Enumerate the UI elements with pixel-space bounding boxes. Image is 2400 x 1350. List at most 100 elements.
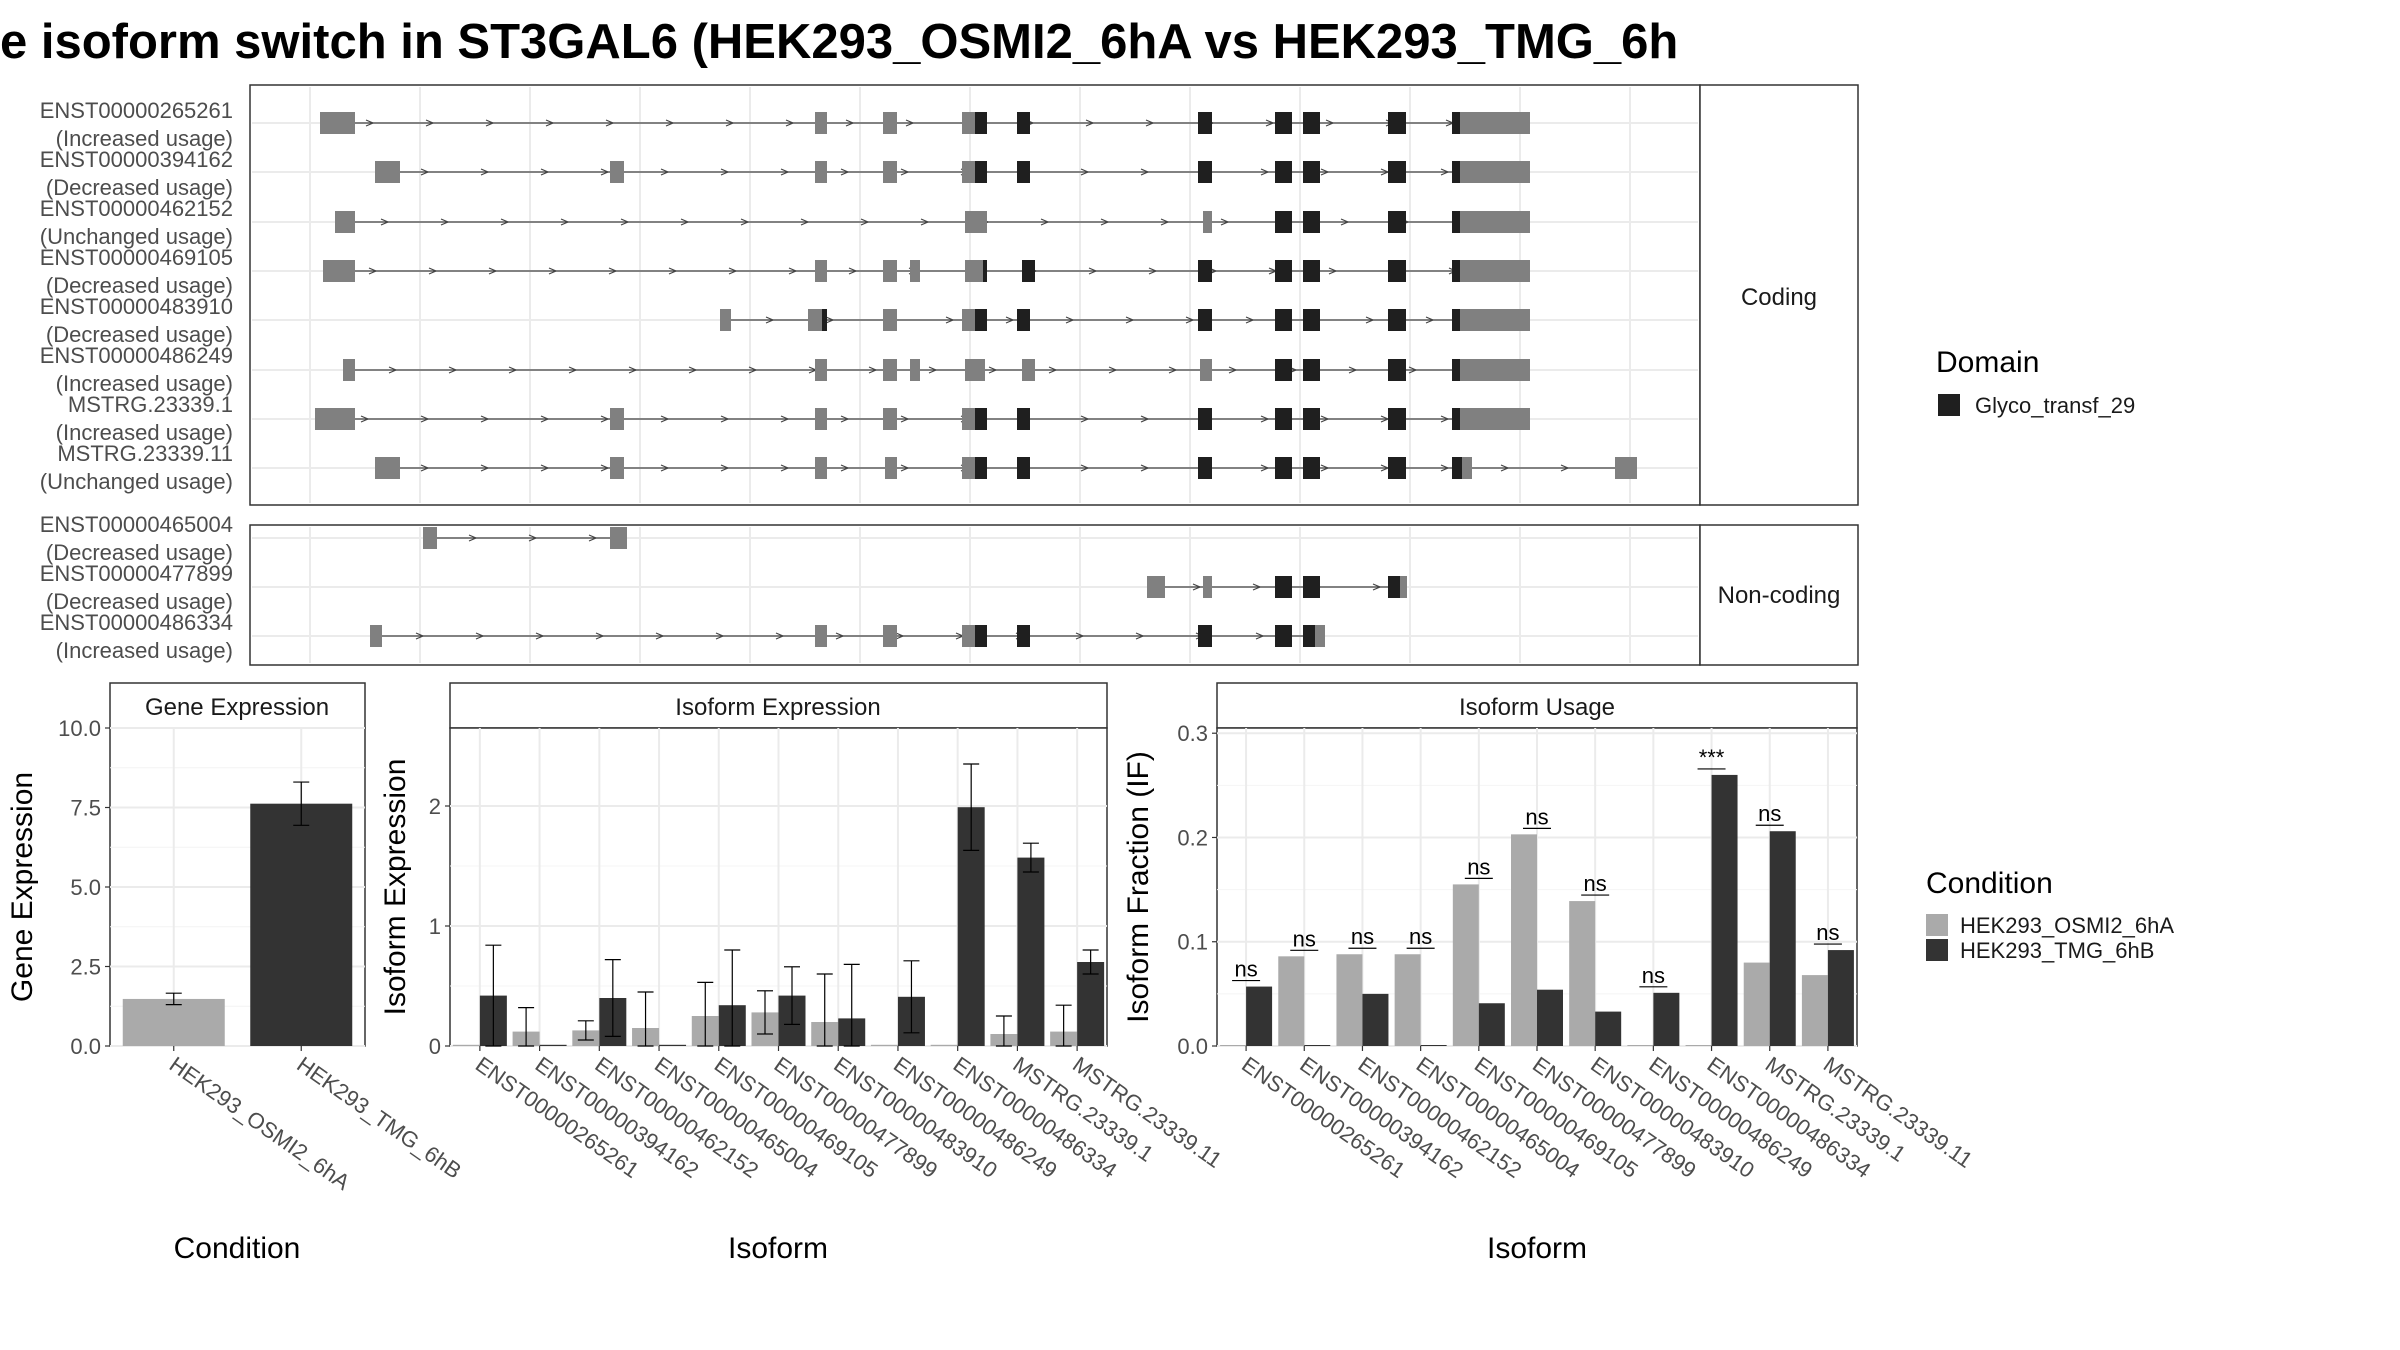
strand-arrow xyxy=(900,168,910,176)
exon xyxy=(1468,359,1530,381)
isoform-usage-chart: Isoform Usage 0.0 0.1 0.2 0.3 ns ns ns ns ns ns ns… xyxy=(1122,682,1977,1265)
domain-exon xyxy=(1303,408,1320,430)
domain-exon xyxy=(1275,359,1292,381)
strand-arrow xyxy=(1005,316,1015,324)
domain-exon xyxy=(1388,408,1406,430)
domain-exon xyxy=(1198,408,1212,430)
transcript-track xyxy=(375,457,1637,479)
exon xyxy=(962,408,975,430)
exon xyxy=(1468,161,1530,183)
strand-arrow xyxy=(535,632,545,640)
strand-arrow xyxy=(688,366,698,374)
strand-arrow xyxy=(540,168,550,176)
track-status: (Decreased usage) xyxy=(46,175,233,200)
domain-exon xyxy=(1275,309,1292,331)
exon xyxy=(423,527,437,549)
significance-label: ns xyxy=(1293,926,1316,951)
strand-arrow xyxy=(1085,119,1095,127)
exon xyxy=(1460,112,1468,134)
track-id: ENST00000462152 xyxy=(40,196,233,221)
exon xyxy=(1147,576,1165,598)
strand-arrow xyxy=(480,464,490,472)
strand-arrow xyxy=(765,316,775,324)
transcript-structure: Coding Non-coding ENST00000265261 (Incre… xyxy=(40,84,1859,666)
domain-exon xyxy=(975,161,987,183)
strand-arrow xyxy=(1252,583,1262,591)
exon xyxy=(1468,408,1530,430)
exon xyxy=(815,161,827,183)
exon xyxy=(815,112,827,134)
transcript-tracks xyxy=(315,112,1637,647)
exon xyxy=(883,625,897,647)
domain-exon xyxy=(1303,309,1320,331)
strand-arrow xyxy=(380,218,390,226)
y-tick-label: 0.0 xyxy=(70,1034,101,1059)
strand-arrow xyxy=(1340,218,1350,226)
exon xyxy=(965,211,987,233)
domain-exon xyxy=(1303,625,1315,647)
chart-title: Isoform Usage xyxy=(1459,694,1615,721)
domain-exon xyxy=(1452,112,1460,134)
strand-arrow xyxy=(1065,316,1075,324)
strand-arrow xyxy=(1185,316,1195,324)
y-tick-label: 2.5 xyxy=(70,955,101,980)
strand-arrow xyxy=(1108,366,1118,374)
domain-legend-label: Glyco_transf_29 xyxy=(1975,393,2135,418)
strand-arrow xyxy=(595,632,605,640)
y-tick-label: 0.2 xyxy=(1177,825,1208,850)
strand-arrow xyxy=(365,119,375,127)
exon xyxy=(883,359,897,381)
strand-arrow xyxy=(680,218,690,226)
exon xyxy=(883,408,897,430)
strand-arrow xyxy=(425,119,435,127)
track-id: ENST00000486249 xyxy=(40,343,233,368)
domain-exon xyxy=(1452,359,1460,381)
strand-arrow xyxy=(1048,366,1058,374)
strand-arrow xyxy=(660,415,670,423)
domain-exon xyxy=(983,260,987,282)
bar xyxy=(539,1044,567,1046)
bar xyxy=(1511,834,1537,1046)
strand-arrow xyxy=(1140,415,1150,423)
exon xyxy=(815,408,827,430)
strand-arrow xyxy=(1408,366,1418,374)
strand-arrow xyxy=(780,415,790,423)
bar xyxy=(250,803,353,1046)
y-tick-label: 7.5 xyxy=(70,796,101,821)
track-status: (Increased usage) xyxy=(56,371,233,396)
domain-exon xyxy=(1388,112,1406,134)
y-tick-label: 0.3 xyxy=(1177,721,1208,746)
exon xyxy=(610,408,624,430)
exon xyxy=(610,457,624,479)
domain-exon xyxy=(1388,211,1406,233)
y-tick-label: 0.1 xyxy=(1177,930,1208,955)
exon xyxy=(1460,309,1468,331)
strand-arrow xyxy=(825,316,835,324)
strand-arrow xyxy=(628,366,638,374)
exon xyxy=(1460,211,1468,233)
track-labels: ENST00000265261 (Increased usage) ENST00… xyxy=(40,98,233,663)
domain-exon xyxy=(975,408,987,430)
strand-arrow xyxy=(1260,415,1270,423)
strand-arrow xyxy=(1425,316,1435,324)
domain-exon xyxy=(1388,576,1400,598)
bar xyxy=(1627,1045,1654,1046)
strand-arrow xyxy=(1325,119,1335,127)
exon xyxy=(1468,112,1530,134)
transcript-track xyxy=(375,161,1530,183)
isoform-expression-chart: Isoform Expression 012ENST00000265261ENS… xyxy=(379,682,1227,1265)
strand-arrow xyxy=(1080,415,1090,423)
domain-exon xyxy=(1017,457,1030,479)
strand-arrow xyxy=(895,632,905,640)
transcript-track xyxy=(320,112,1530,134)
domain-exon xyxy=(1198,457,1212,479)
bar xyxy=(1537,989,1563,1046)
exon xyxy=(1468,309,1530,331)
exon xyxy=(965,260,983,282)
bar xyxy=(1769,831,1796,1046)
exon xyxy=(343,359,355,381)
strand-arrow xyxy=(1440,464,1450,472)
bar xyxy=(452,1044,480,1046)
track-id: ENST00000465004 xyxy=(40,512,233,537)
